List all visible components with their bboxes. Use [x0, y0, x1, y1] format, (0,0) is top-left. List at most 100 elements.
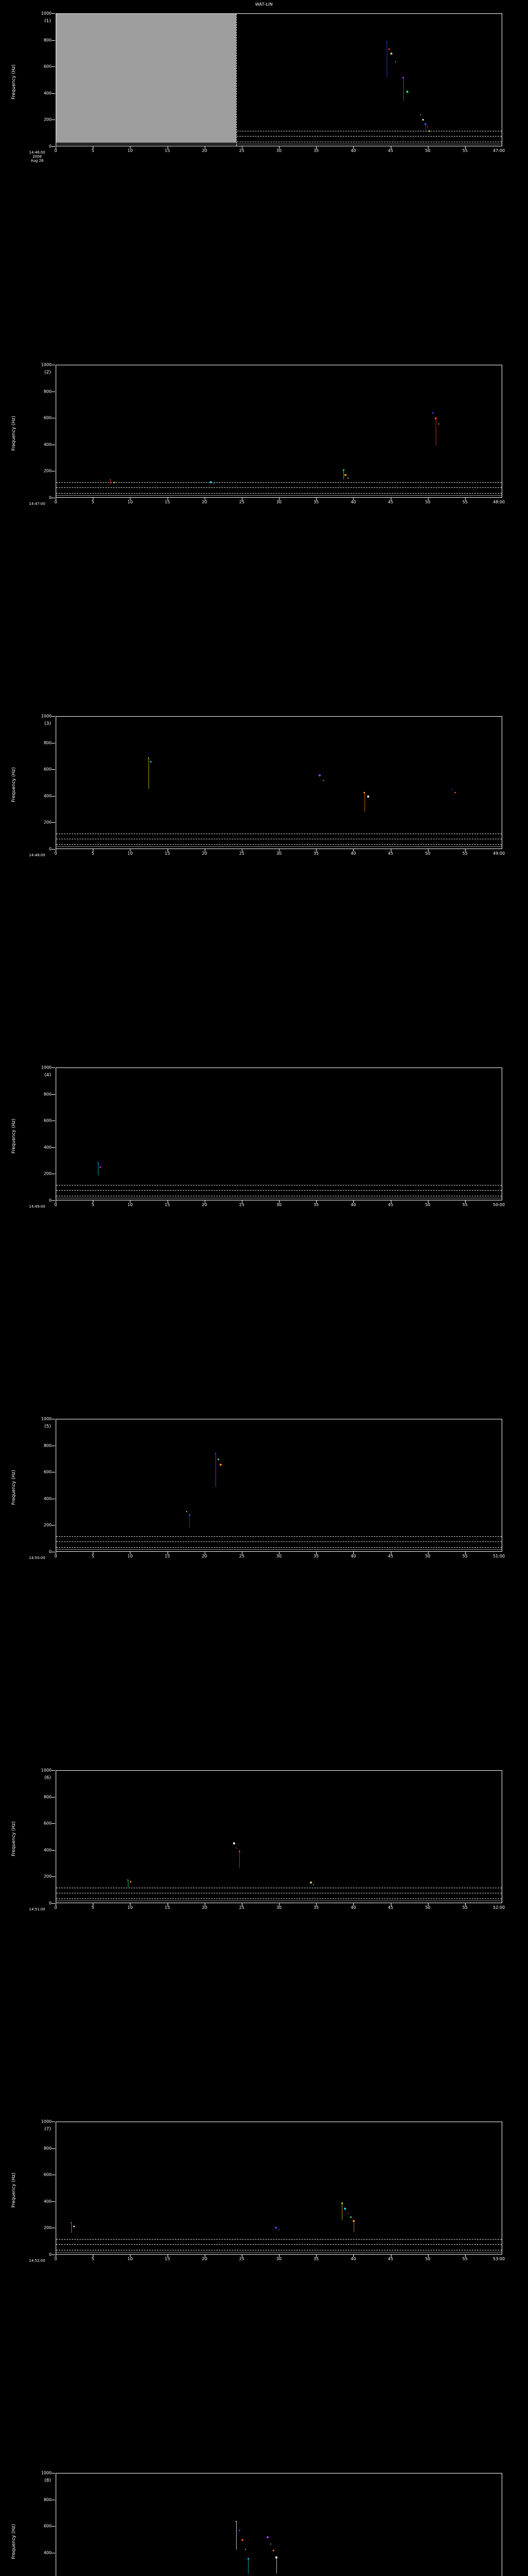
gridline-horizontal — [56, 2239, 502, 2240]
x-tick-label: 50 — [425, 500, 431, 504]
x-tick-label: 10 — [127, 1554, 133, 1558]
gridline-baseline — [56, 846, 502, 847]
gridline-baseline — [56, 495, 502, 496]
plot-area — [56, 716, 502, 849]
y-tick-label: 200 — [43, 117, 52, 122]
x-tick-label: 5 — [91, 500, 94, 504]
detection-streak — [276, 2557, 277, 2573]
plot-area — [56, 1419, 502, 1552]
data-point — [244, 2549, 246, 2550]
gridline-baseline — [56, 1549, 502, 1550]
x-tick-label: 20 — [202, 148, 207, 153]
y-tick-mark — [52, 849, 55, 850]
data-point — [313, 1884, 315, 1885]
x-tick-label: 0 — [54, 148, 57, 153]
data-point — [388, 48, 390, 50]
y-tick-label: 200 — [43, 1522, 52, 1528]
x-tick-label: 40 — [351, 1202, 356, 1207]
x-tick-label: 50 — [425, 148, 431, 153]
x-tick-label: 35 — [314, 1202, 319, 1207]
x-tick-label: 10 — [127, 1905, 133, 1910]
data-point — [309, 1881, 312, 1884]
data-point — [99, 1166, 101, 1168]
detection-streak — [425, 124, 426, 131]
gridline-horizontal — [56, 487, 502, 488]
data-point — [347, 478, 349, 479]
y-tick-label: 600 — [43, 415, 52, 420]
x-tick-label: 10 — [127, 148, 133, 153]
y-tick-label: 400 — [43, 91, 52, 96]
y-tick-label: 400 — [43, 1848, 52, 1853]
x-tick-mark — [465, 1200, 466, 1203]
data-point — [344, 2207, 346, 2210]
panel-end-time-label: 50:00 — [493, 1202, 505, 1207]
panel-start-time-label: 14:51:00 — [29, 1907, 45, 1911]
data-point — [186, 1511, 187, 1513]
x-tick-label: 55 — [462, 1554, 468, 1558]
y-tick-mark — [52, 66, 55, 67]
panel-end-time-label: 53:00 — [493, 2257, 505, 2261]
panel-start-time-label: 14:48:00 — [29, 853, 45, 857]
gridline-horizontal — [56, 1541, 502, 1543]
x-tick-label: 20 — [202, 1554, 207, 1558]
panel-inner: Frequency (Hz)02004006008001000051015202… — [0, 2460, 528, 2576]
x-tick-mark — [316, 2255, 317, 2257]
x-tick-label: 5 — [91, 148, 94, 153]
x-tick-label: 50 — [425, 1554, 431, 1558]
mask-edge-marker — [236, 14, 237, 146]
panel-start-time-label: 14:50:00 — [29, 1556, 45, 1560]
panel-end-time-label: 48:00 — [493, 500, 505, 504]
x-tick-label: 40 — [351, 2257, 356, 2261]
data-point — [278, 2229, 279, 2230]
x-tick-mark — [316, 146, 317, 149]
x-tick-mark — [316, 849, 317, 852]
x-tick-label: 40 — [351, 148, 356, 153]
detection-streak — [148, 757, 149, 789]
panel-inner: WAT-LIN Frequency (Hz) 0 200 400 600 800 1000 0 5… — [0, 0, 528, 176]
y-tick-mark — [52, 716, 55, 717]
y-tick-mark — [52, 1876, 55, 1877]
panel-index-label: (4) — [44, 1073, 51, 1078]
x-tick-label: 45 — [388, 851, 393, 856]
plot-area — [56, 2122, 502, 2255]
data-point — [347, 2212, 349, 2214]
data-point — [344, 473, 347, 476]
figure-title: WAT-LIN — [255, 2, 273, 7]
x-tick-label: 15 — [164, 1905, 170, 1910]
y-tick-label: 200 — [43, 820, 52, 825]
panel-index-label: (7) — [44, 2127, 51, 2132]
panel-index-label: (2) — [44, 370, 51, 375]
y-tick-label: 400 — [43, 1496, 52, 1501]
data-point — [390, 53, 392, 55]
x-tick-label: 25 — [239, 1202, 244, 1207]
x-tick-label: 15 — [164, 851, 170, 856]
y-tick-mark — [52, 1903, 55, 1904]
x-tick-mark — [353, 849, 354, 852]
x-tick-label: 15 — [164, 2257, 170, 2261]
y-tick-label: 600 — [43, 2172, 52, 2177]
data-point — [73, 2226, 75, 2228]
panel-index-label: (8) — [44, 2478, 51, 2483]
panel-end-time-label: 49:00 — [493, 851, 505, 856]
data-point — [274, 2227, 277, 2229]
y-tick-label: 800 — [43, 38, 52, 43]
data-point — [454, 791, 456, 793]
x-tick-label: 25 — [239, 1554, 244, 1558]
y-tick-mark — [52, 1850, 55, 1851]
data-point — [218, 1458, 220, 1460]
y-tick-label: 1000 — [41, 1768, 52, 1773]
y-tick-mark — [52, 146, 55, 147]
x-tick-label: 40 — [351, 1554, 356, 1558]
x-tick-label: 20 — [202, 2257, 207, 2261]
y-tick-label: 0 — [48, 846, 52, 852]
panel-end-time-label: 47:00 — [493, 148, 505, 153]
y-tick-label: 1000 — [41, 2470, 52, 2476]
x-tick-label: 40 — [351, 1905, 356, 1910]
data-point — [438, 423, 439, 425]
y-tick-label: 800 — [43, 1794, 52, 1800]
x-tick-mark — [465, 849, 466, 852]
y-tick-label: 400 — [43, 2199, 52, 2204]
